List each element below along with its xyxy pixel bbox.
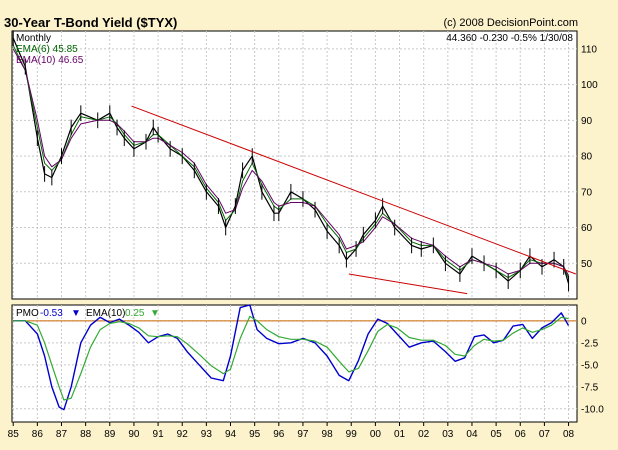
- ema10-legend: EMA(10) 46.65: [16, 55, 84, 66]
- trendline: [348, 273, 468, 295]
- pmo-legend-label: PMO: [16, 308, 39, 319]
- y-tick-label: -5.0: [581, 360, 599, 371]
- y-tick-label: 60: [581, 223, 593, 234]
- ema10-pmo-legend-label: EMA(10): [86, 308, 125, 319]
- copyright-text: (c) 2008 DecisionPoint.com: [443, 17, 578, 29]
- price-panel: [11, 30, 578, 300]
- x-tick-label: 87: [56, 429, 68, 440]
- price-series-group: [12, 30, 570, 292]
- y-tick-label: 100: [581, 80, 598, 91]
- x-tick-label: 89: [104, 429, 116, 440]
- ema10-line: [12, 48, 569, 276]
- x-tick-label: 05: [491, 429, 503, 440]
- y-tick-label: -7.5: [581, 382, 599, 393]
- y-tick-label: 80: [581, 152, 593, 163]
- x-tick-label: 04: [466, 429, 478, 440]
- x-tick-label: 07: [539, 429, 551, 440]
- x-tick-label: 93: [201, 429, 213, 440]
- period-label: Monthly: [16, 33, 51, 44]
- x-tick-label: 85: [8, 429, 20, 440]
- x-tick-label: 08: [563, 429, 575, 440]
- trendline: [131, 105, 576, 275]
- ema6-legend: EMA(6) 45.85: [16, 44, 78, 55]
- x-tick-label: 90: [128, 429, 140, 440]
- pmo-down-arrow-icon: ▼: [71, 308, 81, 319]
- pmo-line: [13, 304, 570, 411]
- x-tick-label: 96: [273, 429, 285, 440]
- y-tick-label: 110: [581, 44, 597, 55]
- x-tick-label: 95: [249, 429, 261, 440]
- x-tick-label: 03: [442, 429, 454, 440]
- chart-title: 30-Year T-Bond Yield ($TYX): [4, 15, 178, 30]
- pmo-ema-line: [13, 315, 569, 401]
- x-tick-label: 99: [346, 429, 358, 440]
- x-axis: 85 86 87 88 89 90 91 92 93 94 95 96 97 98 99 00 01 02 03 04…: [8, 422, 575, 440]
- pmo-panel: [11, 304, 578, 423]
- x-tick-label: 97: [297, 429, 309, 440]
- x-tick-label: 01: [394, 429, 406, 440]
- trendlines: [131, 105, 576, 295]
- quote-readout: 44.360 -0.230 -0.5% 1/30/08: [446, 33, 573, 44]
- x-tick-label: 86: [32, 429, 44, 440]
- ema-down-arrow-icon: ▼: [150, 308, 160, 319]
- x-tick-label: 94: [225, 429, 237, 440]
- y-tick-label: 50: [581, 259, 593, 270]
- price-line: [12, 37, 570, 284]
- x-tick-label: 06: [515, 429, 527, 440]
- x-tick-label: 00: [370, 429, 382, 440]
- ema10-pmo-legend-value: 0.25: [125, 308, 145, 319]
- x-tick-label: 02: [418, 429, 430, 440]
- pmo-legend-value: -0.53: [40, 308, 63, 319]
- x-tick-label: 92: [177, 429, 189, 440]
- x-tick-label: 98: [322, 429, 334, 440]
- x-tick-label: 91: [153, 429, 165, 440]
- y-tick-label: 0: [581, 316, 587, 327]
- y-tick-label: -10.0: [581, 404, 604, 415]
- x-tick-label: 88: [80, 429, 92, 440]
- pmo-axis-ticks: 0 -2.5 -5.0 -7.5 -10.0: [581, 316, 604, 415]
- y-tick-label: -2.5: [581, 338, 599, 349]
- y-tick-label: 70: [581, 187, 593, 198]
- pmo-series-group: [13, 304, 570, 411]
- price-axis-ticks: 110 100 90 80 70 60 50: [581, 44, 598, 269]
- y-tick-label: 90: [581, 116, 593, 127]
- price-gridlines: [12, 31, 577, 299]
